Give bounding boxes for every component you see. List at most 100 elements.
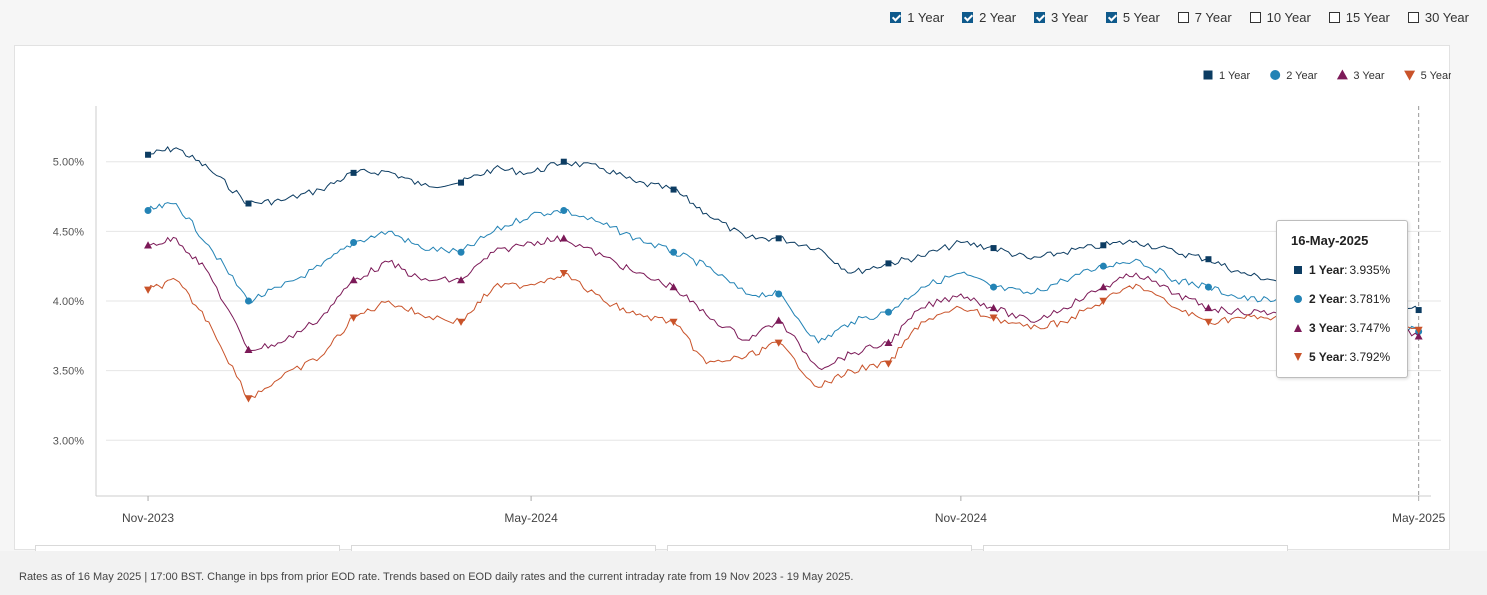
- tooltip-separator: :: [1344, 321, 1348, 335]
- data-point: [1100, 242, 1107, 249]
- data-point: [1205, 256, 1212, 263]
- series-line-1-year: [147, 145, 1420, 311]
- term-toggle-15-year[interactable]: 15 Year: [1328, 10, 1390, 25]
- tooltip-value: 3.747%: [1349, 321, 1391, 335]
- tooltip-row: 5 Year:3.792%: [1293, 350, 1390, 364]
- x-tick-label: Nov-2023: [122, 511, 174, 525]
- legend-marker-1-year: [1203, 70, 1213, 80]
- data-point: [1099, 297, 1108, 305]
- x-tick-label: May-2024: [504, 511, 558, 525]
- rate-card[interactable]: [351, 545, 656, 551]
- data-point: [559, 234, 568, 242]
- data-point: [244, 297, 252, 305]
- data-point: [350, 169, 357, 176]
- term-label: 15 Year: [1345, 10, 1390, 25]
- tooltip-marker-square-icon: [1294, 266, 1302, 274]
- data-point: [349, 314, 358, 322]
- data-point: [245, 200, 252, 207]
- data-point: [1204, 303, 1213, 312]
- legend-label: 1 Year: [1219, 70, 1251, 82]
- term-checkbox[interactable]: [1249, 12, 1261, 23]
- data-point: [144, 206, 152, 214]
- data-point: [350, 239, 358, 246]
- footer-bar: [0, 551, 1487, 595]
- y-tick-label: 3.50%: [53, 366, 84, 378]
- rate-cards-strip: [35, 545, 1288, 551]
- legend-label: 3 Year: [1353, 70, 1385, 82]
- term-toggle-2-year[interactable]: 2 Year: [962, 10, 1016, 25]
- data-point: [1414, 332, 1423, 340]
- data-point: [349, 276, 358, 284]
- tooltip-value: 3.935%: [1349, 263, 1391, 277]
- term-checkbox[interactable]: [1177, 12, 1189, 23]
- data-point: [669, 283, 678, 291]
- tooltip-value: 3.781%: [1349, 292, 1391, 306]
- term-label: 5 Year: [1122, 10, 1160, 25]
- term-selector: 1 Year 2 Year 3 Year 5 Year 7 Year 10 Year 15 …: [890, 10, 1469, 25]
- data-point: [775, 235, 782, 242]
- tooltip-row: 1 Year:3.935%: [1293, 263, 1390, 277]
- data-point: [457, 248, 465, 256]
- data-point: [774, 316, 783, 324]
- term-toggle-7-year[interactable]: 7 Year: [1177, 10, 1232, 25]
- term-checkbox[interactable]: [962, 12, 974, 23]
- x-tick-label: May-2025: [1392, 511, 1446, 525]
- data-point: [989, 303, 998, 312]
- term-checkbox[interactable]: [1034, 12, 1046, 23]
- data-point: [560, 158, 567, 165]
- data-point: [144, 286, 153, 294]
- tooltip-series-name: 2 Year: [1309, 292, 1345, 306]
- legend-marker-3-year: [1336, 69, 1348, 80]
- tooltip-separator: :: [1344, 350, 1348, 364]
- data-point: [145, 151, 152, 158]
- data-point: [670, 186, 677, 193]
- rate-card[interactable]: [983, 545, 1288, 551]
- data-point: [1414, 326, 1423, 334]
- data-point: [884, 360, 893, 368]
- data-point: [244, 395, 253, 403]
- tooltip-separator: :: [1344, 292, 1348, 306]
- term-label: 3 Year: [1051, 10, 1088, 25]
- data-point: [670, 248, 678, 256]
- term-checkbox[interactable]: [890, 12, 902, 23]
- data-point: [775, 290, 783, 298]
- rate-card[interactable]: [35, 545, 340, 551]
- term-label: 7 Year: [1194, 10, 1232, 25]
- rate-card[interactable]: [667, 545, 972, 551]
- term-toggle-3-year[interactable]: 3 Year: [1034, 10, 1088, 25]
- data-point: [1204, 318, 1213, 326]
- term-checkbox[interactable]: [1105, 12, 1117, 23]
- series-line-2-year: [147, 202, 1420, 344]
- tooltip-separator: :: [1344, 263, 1348, 277]
- term-toggle-10-year[interactable]: 10 Year: [1249, 10, 1311, 25]
- term-toggle-5-year[interactable]: 5 Year: [1105, 10, 1160, 25]
- legend-label: 5 Year: [1421, 70, 1451, 82]
- y-tick-label: 4.50%: [53, 226, 84, 238]
- data-point: [458, 179, 465, 186]
- data-point: [774, 339, 783, 347]
- x-tick-label: Nov-2024: [935, 511, 987, 525]
- series-line-5-year: [147, 272, 1419, 400]
- tooltip-row: 2 Year:3.781%: [1293, 292, 1390, 306]
- term-checkbox[interactable]: [1407, 12, 1419, 23]
- term-checkbox[interactable]: [1328, 12, 1340, 23]
- hover-tooltip: 16-May-2025 1 Year:3.935% 2 Year:3.781% 3 …: [1276, 220, 1408, 378]
- term-toggle-30-year[interactable]: 30 Year: [1407, 10, 1469, 25]
- tooltip-value: 3.792%: [1349, 350, 1391, 364]
- legend-label: 2 Year: [1286, 70, 1318, 82]
- data-point: [1099, 262, 1107, 270]
- data-point: [457, 318, 466, 326]
- tooltip-date: 16-May-2025: [1291, 233, 1369, 248]
- term-toggle-1-year[interactable]: 1 Year: [890, 10, 944, 25]
- data-point: [1099, 283, 1108, 291]
- term-label: 2 Year: [979, 10, 1017, 25]
- term-label: 30 Year: [1424, 10, 1469, 25]
- data-point: [990, 245, 997, 252]
- data-point: [669, 318, 678, 326]
- y-tick-label: 3.00%: [53, 435, 84, 447]
- term-label: 1 Year: [907, 10, 945, 25]
- legend-marker-5-year: [1404, 70, 1416, 81]
- data-point: [559, 269, 568, 278]
- tooltip-series-name: 3 Year: [1309, 321, 1345, 335]
- tooltip-series-name: 1 Year: [1309, 263, 1345, 277]
